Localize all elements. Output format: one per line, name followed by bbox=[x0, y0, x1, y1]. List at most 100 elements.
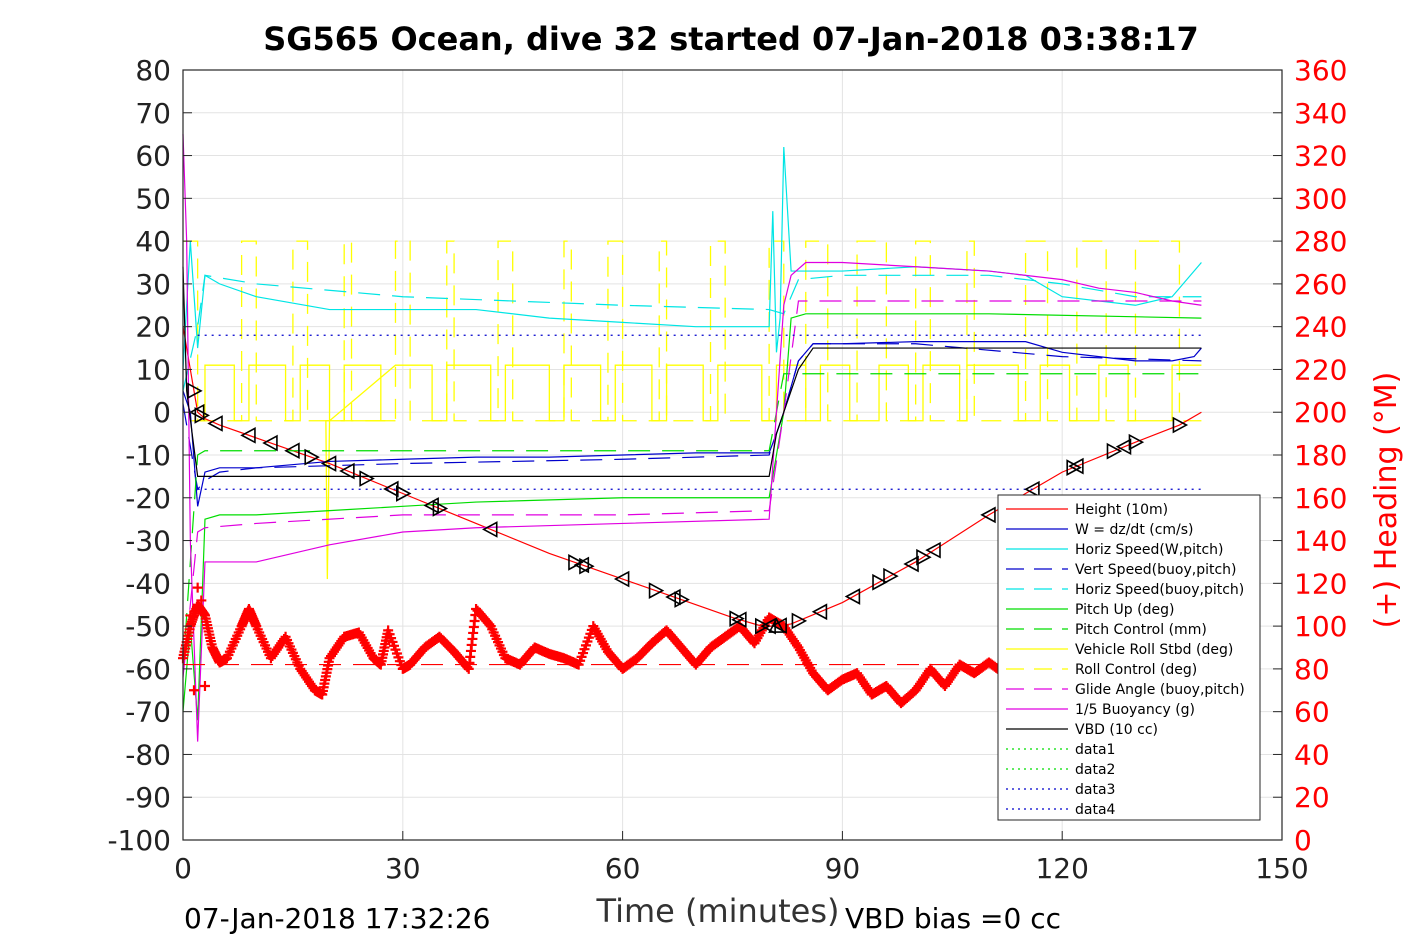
y-tick-label: -70 bbox=[125, 696, 171, 729]
series-buoyancy bbox=[182, 134, 1202, 742]
legend-label: Roll Control (deg) bbox=[1075, 662, 1197, 678]
y-tick-label: -100 bbox=[107, 824, 171, 857]
legend-label: 1/5 Buoyancy (g) bbox=[1075, 702, 1195, 718]
triangle-left-marker bbox=[903, 555, 919, 573]
triangle-right-marker bbox=[872, 573, 888, 591]
x-tick-label: 120 bbox=[1035, 852, 1088, 885]
y-right-tick-label: 300 bbox=[1294, 182, 1347, 215]
triangle-left-marker bbox=[844, 588, 861, 605]
triangle-left-marker bbox=[811, 603, 828, 621]
footer-vbd-bias: VBD bias =0 cc bbox=[845, 902, 1061, 935]
y-tick-label: -30 bbox=[125, 525, 171, 558]
y-tick-label: 30 bbox=[135, 268, 171, 301]
y-tick-label: 50 bbox=[135, 182, 171, 215]
triangle-right-marker bbox=[1106, 442, 1123, 460]
triangle-right-marker bbox=[648, 582, 665, 599]
triangle-right-marker bbox=[883, 567, 899, 585]
triangle-left-marker bbox=[320, 455, 337, 472]
y-right-tick-label: 180 bbox=[1294, 439, 1347, 472]
y-tick-label: -50 bbox=[125, 610, 171, 643]
triangle-left-marker bbox=[1024, 480, 1040, 498]
legend: Height (10m) W = dz/dt (cm/s) Horiz Speed(… bbox=[997, 494, 1261, 821]
triangle-left-marker bbox=[771, 617, 787, 634]
legend-label: data3 bbox=[1075, 782, 1115, 798]
y-right-tick-label: 0 bbox=[1294, 824, 1312, 857]
triangle-left-marker bbox=[665, 588, 681, 606]
triangle-right-marker bbox=[187, 382, 203, 400]
series-pitch_ctrl bbox=[182, 373, 1202, 669]
series-horiz_buoy bbox=[182, 274, 1202, 391]
heading-marker bbox=[188, 685, 199, 696]
legend-label: data1 bbox=[1075, 742, 1115, 758]
triangle-left-marker bbox=[731, 611, 747, 629]
triangle-right-marker bbox=[791, 612, 808, 630]
heading-marker bbox=[185, 610, 196, 621]
x-axis-ticks: 0 30 60 90 120 150 bbox=[174, 831, 1309, 885]
series-vbd bbox=[182, 266, 1202, 477]
x-tick-label: 60 bbox=[605, 852, 641, 885]
legend-label: Pitch Control (mm) bbox=[1075, 622, 1207, 638]
triangle-right-marker bbox=[432, 500, 449, 517]
y-right-tick-label: 140 bbox=[1294, 525, 1347, 558]
y-tick-label: 70 bbox=[135, 97, 171, 130]
y-tick-label: 80 bbox=[135, 54, 171, 87]
y-right-tick-label: 360 bbox=[1294, 54, 1347, 87]
legend-label: Vert Speed(buoy,pitch) bbox=[1075, 562, 1237, 578]
series-roll-control bbox=[183, 240, 1202, 422]
y-tick-label: 10 bbox=[135, 353, 171, 386]
legend-label: W = dz/dt (cm/s) bbox=[1075, 522, 1194, 538]
triangle-left-marker bbox=[482, 521, 498, 538]
triangle-left-marker bbox=[207, 415, 223, 432]
legend-label: Glide Angle (buoy,pitch) bbox=[1075, 682, 1245, 698]
triangle-right-marker bbox=[304, 448, 320, 466]
y-right-tick-label: 200 bbox=[1294, 396, 1347, 429]
series-vert_buoy bbox=[182, 343, 1202, 491]
triangle-right-marker bbox=[674, 591, 690, 608]
triangle-right-marker bbox=[359, 470, 375, 487]
triangle-right-marker bbox=[755, 617, 771, 635]
triangle-left-marker bbox=[925, 541, 941, 559]
footer-timestamp: 07-Jan-2018 17:32:26 bbox=[184, 902, 490, 935]
triangle-left-marker bbox=[423, 497, 439, 514]
x-tick-label: 0 bbox=[174, 852, 192, 885]
series-glide bbox=[182, 300, 1202, 678]
legend-label: data2 bbox=[1075, 762, 1115, 778]
y-right-tick-label: 120 bbox=[1294, 567, 1347, 600]
x-tick-label: 150 bbox=[1255, 852, 1308, 885]
y-tick-label: 0 bbox=[153, 396, 171, 429]
x-axis-label: Time (minutes) bbox=[596, 892, 840, 930]
triangle-up-marker bbox=[768, 617, 785, 633]
legend-label: Pitch Up (deg) bbox=[1075, 602, 1174, 618]
series-pitch_up bbox=[182, 313, 1202, 721]
triangle-left-marker bbox=[240, 426, 256, 444]
triangle-left-marker bbox=[573, 556, 590, 574]
chart-title: SG565 Ocean, dive 32 started 07-Jan-2018… bbox=[263, 20, 1199, 58]
legend-label: Horiz Speed(W,pitch) bbox=[1075, 542, 1223, 558]
y-tick-label: -90 bbox=[125, 781, 171, 814]
y-axis-left-ticks: 80 70 60 50 40 30 20 10 0 -10 -20 -30 -40 -50 -60 -70 -8… bbox=[107, 54, 192, 857]
heading-marker bbox=[192, 582, 203, 593]
heading-marker bbox=[199, 681, 210, 691]
y-right-tick-label: 340 bbox=[1294, 97, 1347, 130]
y-axis-right-ticks: 3603403203002802602402202001801601401201… bbox=[1273, 54, 1347, 857]
y-right-tick-label: 80 bbox=[1294, 653, 1330, 686]
legend-label: Vehicle Roll Stbd (deg) bbox=[1075, 642, 1233, 658]
legend-label: data4 bbox=[1075, 802, 1116, 818]
triangle-left-marker bbox=[613, 570, 630, 588]
legend-label: Height (10m) bbox=[1075, 502, 1168, 518]
legend-label: Horiz Speed(buoy,pitch) bbox=[1075, 582, 1244, 598]
triangle-right-marker bbox=[396, 485, 412, 502]
y-axis-right-label: (+) Heading (°M) bbox=[1369, 372, 1404, 629]
y-right-tick-label: 60 bbox=[1294, 696, 1330, 729]
triangle-left-marker bbox=[339, 462, 355, 480]
y-right-tick-label: 220 bbox=[1294, 353, 1347, 386]
triangle-left-marker bbox=[262, 434, 278, 452]
triangle-left-marker bbox=[980, 506, 996, 524]
triangle-right-marker bbox=[1128, 433, 1145, 451]
y-right-tick-label: 20 bbox=[1294, 781, 1330, 814]
triangle-left-marker bbox=[1115, 438, 1132, 455]
y-tick-label: 40 bbox=[135, 225, 171, 258]
y-right-tick-label: 160 bbox=[1294, 482, 1347, 515]
triangle-left-marker bbox=[1068, 457, 1084, 475]
